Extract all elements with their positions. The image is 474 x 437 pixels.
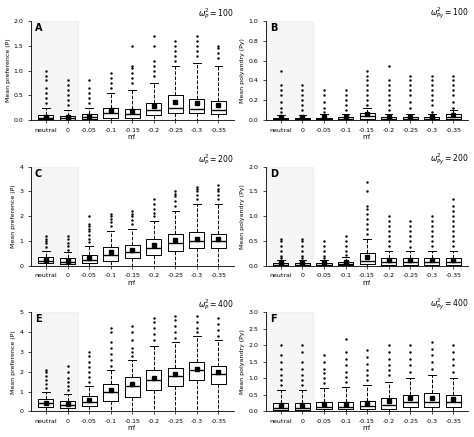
Y-axis label: Mean polyandry (Py): Mean polyandry (Py) [240,38,246,103]
Text: B: B [270,23,277,33]
Text: $\omega_P^2 = 100$: $\omega_P^2 = 100$ [198,6,234,21]
Text: $\omega_{Py}^2 = 100$: $\omega_{Py}^2 = 100$ [430,6,468,21]
Text: C: C [35,169,42,179]
X-axis label: m': m' [128,134,137,140]
Bar [31,167,78,266]
Text: D: D [270,169,278,179]
X-axis label: m': m' [128,426,137,431]
Text: $\omega_{Py}^2 = 400$: $\omega_{Py}^2 = 400$ [430,297,468,312]
Bar [266,167,313,266]
Y-axis label: Mean preference (P): Mean preference (P) [6,39,10,102]
Text: $\omega_P^2 = 200$: $\omega_P^2 = 200$ [198,152,234,167]
Y-axis label: Mean preference (P): Mean preference (P) [11,330,17,394]
Bar [31,21,78,120]
Text: A: A [35,23,42,33]
X-axis label: m': m' [363,134,372,140]
Y-axis label: Mean polyandry (Py): Mean polyandry (Py) [240,184,246,249]
Y-axis label: Mean preference (P): Mean preference (P) [11,184,17,248]
X-axis label: m': m' [363,280,372,286]
Text: F: F [270,314,276,324]
Text: E: E [35,314,42,324]
Bar [266,312,313,411]
Text: $\omega_{Py}^2 = 200$: $\omega_{Py}^2 = 200$ [430,151,468,167]
Bar [266,21,313,120]
X-axis label: m': m' [128,280,137,286]
Bar [31,312,78,411]
X-axis label: m': m' [363,426,372,431]
Text: $\omega_P^2 = 400$: $\omega_P^2 = 400$ [198,298,234,312]
Y-axis label: Mean polyandry (Py): Mean polyandry (Py) [240,329,246,394]
